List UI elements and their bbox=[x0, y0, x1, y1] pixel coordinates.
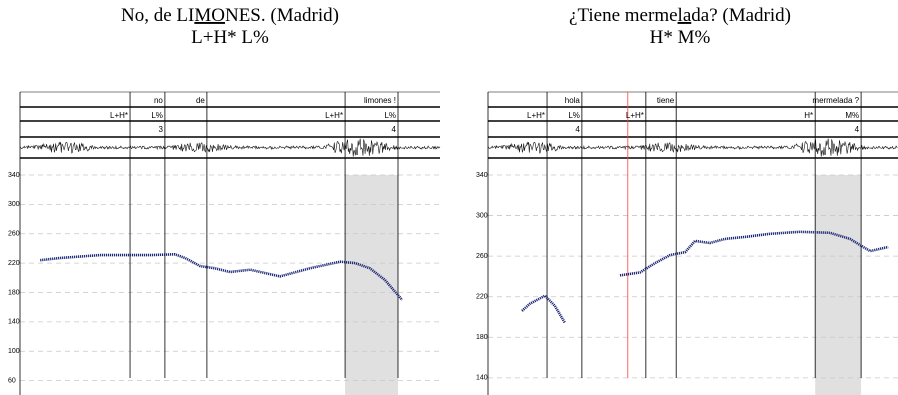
y-tick-label: 300 bbox=[476, 212, 488, 219]
title-part: MO bbox=[194, 5, 225, 26]
pitch-line bbox=[40, 252, 404, 301]
tier-label: limones ! bbox=[364, 96, 396, 105]
title: ¿Tiene mermelada? (Madrid) bbox=[569, 5, 791, 26]
y-tick-label: 260 bbox=[476, 253, 488, 260]
tier-label: 4 bbox=[855, 125, 860, 134]
title-part: ¿Tiene merme bbox=[569, 5, 678, 26]
title: No, de LIMONES. (Madrid) bbox=[121, 5, 339, 26]
shade-region bbox=[815, 175, 862, 395]
tier-label: L+H* bbox=[325, 111, 343, 120]
tier-label: L% bbox=[568, 111, 580, 120]
tier-label: L+H* bbox=[110, 111, 128, 120]
tier-label: hola bbox=[565, 96, 581, 105]
title-part: No, de LI bbox=[121, 5, 194, 26]
subtitle: L+H* L% bbox=[191, 27, 269, 48]
panel: ¿Tiene mermelada? (Madrid)H* M%140180220… bbox=[476, 5, 898, 395]
title-part: NES. (Madrid) bbox=[225, 5, 339, 26]
panel: No, de LIMONES. (Madrid)L+H* L%601001401… bbox=[8, 5, 441, 395]
y-tick-label: 300 bbox=[8, 201, 20, 208]
y-tick-label: 220 bbox=[476, 294, 488, 301]
tier-label: 4 bbox=[392, 125, 397, 134]
tier-label: L% bbox=[151, 111, 163, 120]
tier-label: 4 bbox=[575, 125, 580, 134]
subtitle: H* M% bbox=[650, 27, 711, 48]
tier-label: H* bbox=[804, 111, 813, 120]
y-tick-label: 260 bbox=[8, 231, 20, 238]
waveform bbox=[19, 138, 441, 157]
tier-label: 3 bbox=[158, 125, 163, 134]
tier-label: L+H* bbox=[527, 111, 545, 120]
tier-label: M% bbox=[845, 111, 859, 120]
y-tick-label: 140 bbox=[476, 375, 488, 382]
y-tick-label: 100 bbox=[8, 348, 20, 355]
y-tick-label: 180 bbox=[476, 334, 488, 341]
title-part: la bbox=[678, 5, 692, 26]
title-part: da? (Madrid) bbox=[691, 5, 791, 26]
tier-label: de bbox=[196, 96, 205, 105]
y-tick-label: 340 bbox=[8, 172, 20, 179]
tier-label: no bbox=[154, 96, 163, 105]
pitch-line bbox=[521, 294, 567, 324]
y-tick-label: 60 bbox=[8, 377, 16, 384]
y-tick-label: 340 bbox=[476, 172, 488, 179]
y-tick-label: 140 bbox=[8, 319, 20, 326]
tier-label: L% bbox=[384, 111, 396, 120]
tier-label: tiene bbox=[657, 96, 675, 105]
y-tick-label: 220 bbox=[8, 260, 20, 267]
tier-label: mermelada ? bbox=[812, 96, 859, 105]
y-tick-label: 180 bbox=[8, 289, 20, 296]
waveform bbox=[487, 138, 898, 157]
tier-label: L+H* bbox=[626, 111, 644, 120]
